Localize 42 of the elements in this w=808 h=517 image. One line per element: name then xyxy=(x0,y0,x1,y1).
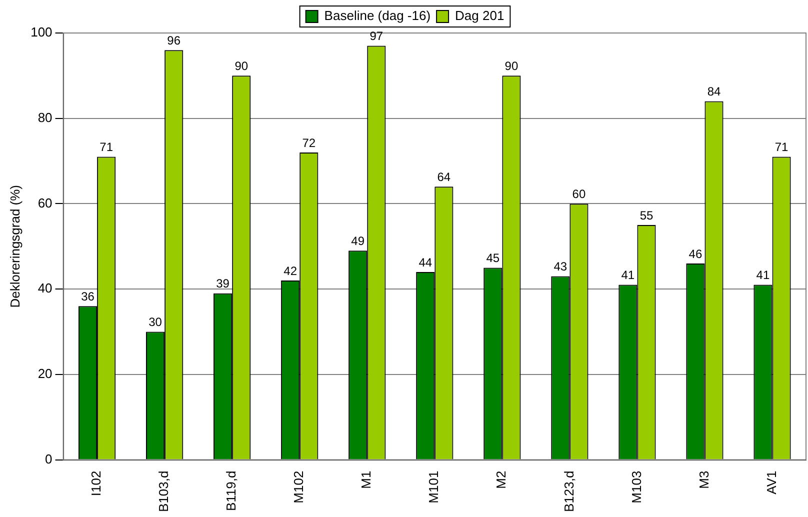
y-tick-label: 100 xyxy=(30,24,52,40)
data-label: 55 xyxy=(640,208,654,222)
legend-label: Dag 201 xyxy=(455,8,504,24)
y-tick-label: 60 xyxy=(38,195,52,210)
data-label: 45 xyxy=(486,251,500,266)
x-tick-label: I102 xyxy=(88,470,104,496)
data-label: 43 xyxy=(554,260,568,274)
data-label: 96 xyxy=(167,33,181,48)
legend-label: Baseline (dag -16) xyxy=(324,8,431,24)
x-tick-label: M3 xyxy=(696,470,712,489)
y-axis-title: Dekloreringsgrad (%) xyxy=(7,184,22,308)
data-label: 41 xyxy=(756,268,770,282)
x-tick-label: AV1 xyxy=(764,470,779,494)
x-tick-label: B123,d xyxy=(561,470,576,512)
y-tick-label: 80 xyxy=(38,110,52,125)
data-label: 71 xyxy=(100,140,114,154)
x-tick-label: M102 xyxy=(291,470,306,504)
data-label: 90 xyxy=(504,58,518,73)
data-label: 42 xyxy=(284,264,298,278)
data-label: 46 xyxy=(688,246,702,261)
x-tick-label: M103 xyxy=(628,470,644,504)
x-tick-label: B119,d xyxy=(224,470,239,512)
data-label: 60 xyxy=(572,187,586,202)
data-label: 30 xyxy=(148,315,162,330)
data-label: 72 xyxy=(302,136,316,150)
data-label: 39 xyxy=(216,276,230,291)
y-tick-label: 20 xyxy=(38,366,52,382)
data-label: 84 xyxy=(707,84,721,99)
data-label: 64 xyxy=(437,170,451,184)
data-label: 44 xyxy=(418,255,432,270)
x-tick-label: M2 xyxy=(494,470,509,489)
data-label: 41 xyxy=(621,268,635,282)
y-tick-label: 0 xyxy=(45,451,52,466)
data-label: 97 xyxy=(370,29,384,44)
x-tick-label: M101 xyxy=(426,470,442,504)
x-tick-label: M1 xyxy=(358,470,374,489)
x-tick-label: B103,d xyxy=(156,470,172,512)
data-label: 90 xyxy=(234,58,248,73)
data-label: 49 xyxy=(351,234,365,248)
y-tick-label: 40 xyxy=(38,280,52,296)
data-label: 36 xyxy=(81,289,95,304)
data-label: 71 xyxy=(774,140,789,154)
